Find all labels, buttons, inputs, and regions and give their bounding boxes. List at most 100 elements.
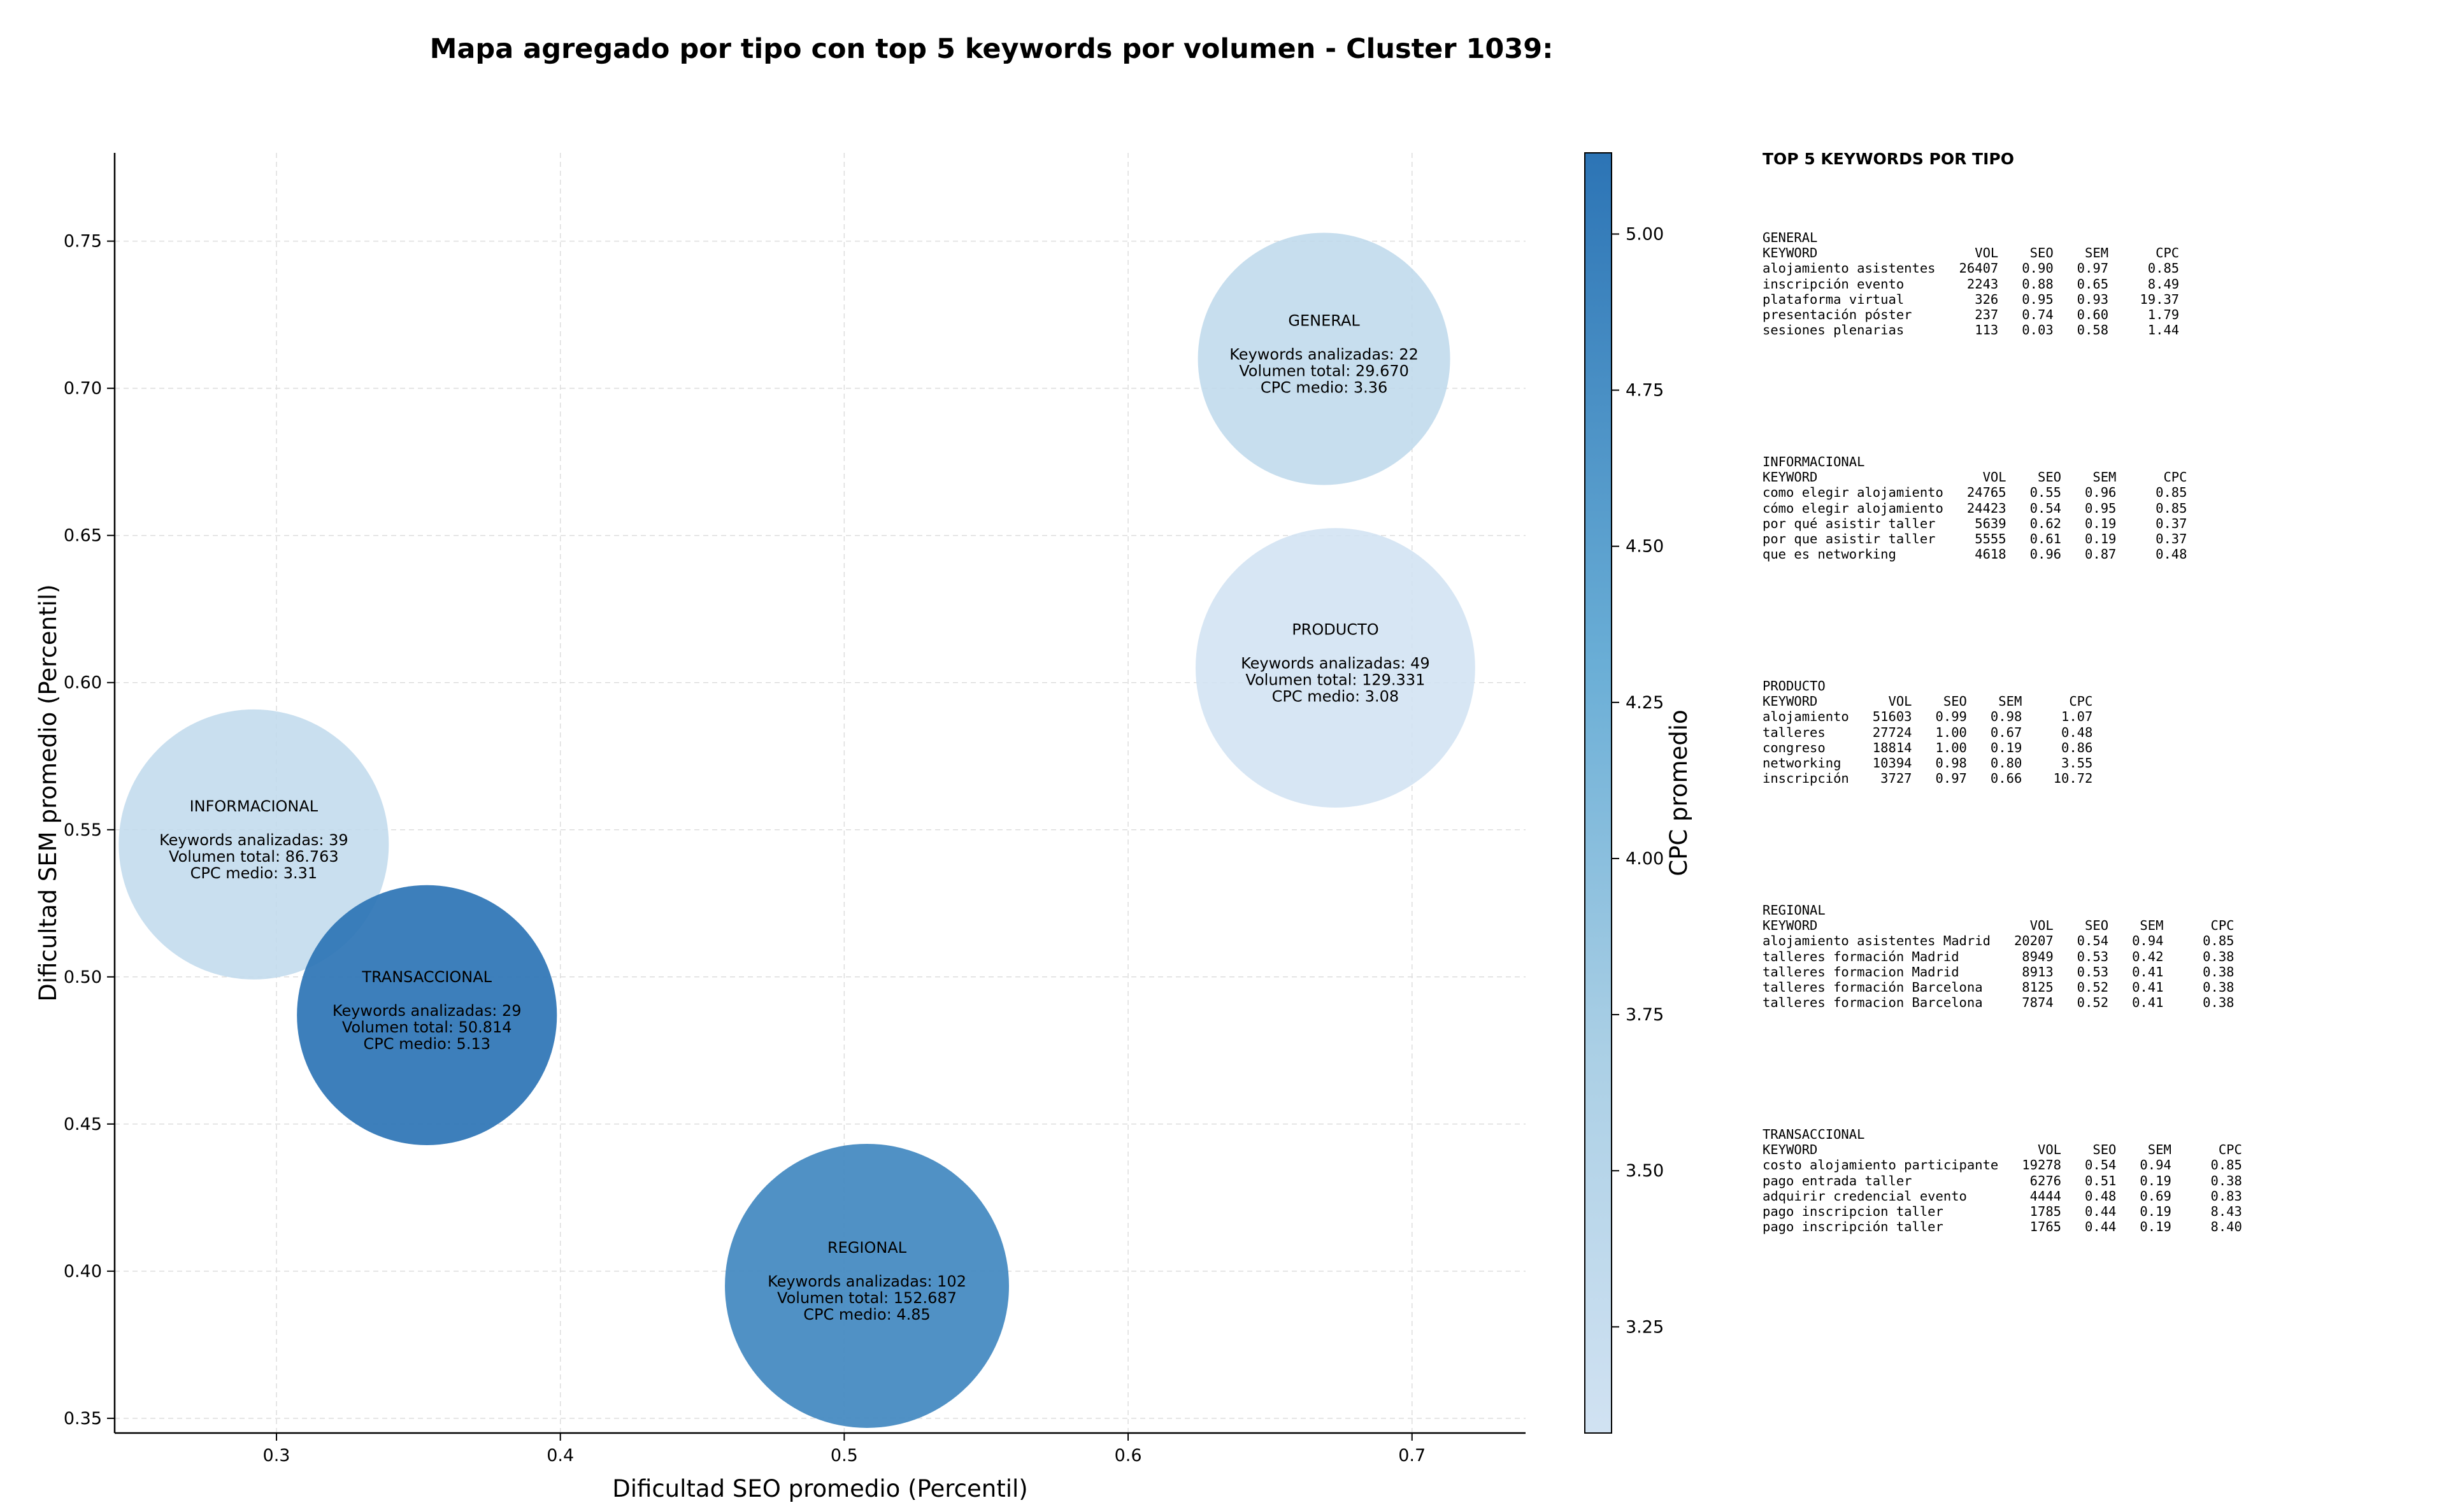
y-tick-label: 0.50: [64, 967, 102, 987]
keyword-table-heading: GENERAL: [1763, 230, 1818, 245]
bubble-type-label: TRANSACCIONAL: [361, 968, 492, 986]
colorbar-tick-label: 4.25: [1626, 693, 1664, 713]
y-tick-label: 0.35: [64, 1409, 102, 1429]
y-tick-label: 0.45: [64, 1115, 102, 1134]
y-tick-label: 0.40: [64, 1262, 102, 1281]
keyword-table-row: por que asistir taller 5555 0.61 0.19 0.…: [1763, 531, 2187, 547]
colorbar-tick-label: 3.50: [1626, 1161, 1664, 1181]
keyword-table-heading: REGIONAL: [1763, 902, 1826, 918]
bubble-stat-label: Keywords analizadas: 39: [159, 831, 348, 849]
keyword-table-row: talleres 27724 1.00 0.67 0.48: [1763, 724, 2093, 740]
colorbar-tick-label: 4.00: [1626, 849, 1664, 869]
y-tick-label: 0.60: [64, 673, 102, 693]
bubble-stat-label: CPC medio: 3.36: [1261, 378, 1388, 396]
keyword-table-row: inscripción evento 2243 0.88 0.65 8.49: [1763, 276, 2180, 292]
bubble-stat-label: Keywords analizadas: 49: [1241, 655, 1430, 673]
bubble-stat-label: Volumen total: 29.670: [1239, 362, 1409, 380]
keyword-table-row: cómo elegir alojamiento 24423 0.54 0.95 …: [1763, 500, 2187, 516]
chart-title: Mapa agregado por tipo con top 5 keyword…: [429, 33, 1554, 65]
keyword-table-informacional: INFORMACIONAL KEYWORD VOL SEO SEM CPC como…: [1763, 454, 2187, 562]
keyword-table-heading: INFORMACIONAL: [1763, 454, 1865, 469]
x-axis-label: Dificultad SEO promedio (Percentil): [612, 1475, 1027, 1502]
bubble-informacional: INFORMACIONAL Keywords analizadas: 39Volu…: [118, 709, 389, 980]
bubble-transaccional: TRANSACCIONAL Keywords analizadas: 29Volu…: [297, 885, 557, 1145]
keyword-table-row: alojamiento asistentes 26407 0.90 0.97 0…: [1763, 260, 2180, 276]
bubble-type-label: INFORMACIONAL: [190, 797, 318, 815]
colorbar-tick-label: 3.25: [1626, 1317, 1664, 1337]
bubble-stat-label: CPC medio: 3.31: [190, 864, 318, 882]
x-tick-label: 0.5: [831, 1446, 858, 1466]
top-keywords-panel: TOP 5 KEYWORDS POR TIPO GENERAL KEYWORD V…: [1763, 150, 2438, 1487]
bubble-stat-label: CPC medio: 3.08: [1272, 688, 1399, 706]
keyword-table-row: adquirir credencial evento 4444 0.48 0.6…: [1763, 1188, 2242, 1204]
bubble-type-label: PRODUCTO: [1292, 621, 1378, 639]
bubble-stat-label: CPC medio: 5.13: [363, 1035, 490, 1053]
keyword-table-row: presentación póster 237 0.74 0.60 1.79: [1763, 307, 2180, 323]
keyword-table-row: como elegir alojamiento 24765 0.55 0.96 …: [1763, 485, 2187, 501]
bubble-stat-label: Keywords analizadas: 22: [1229, 345, 1419, 363]
keyword-table-general: GENERAL KEYWORD VOL SEO SEM CPC alojamient…: [1763, 230, 2179, 338]
bubble-type-label: REGIONAL: [827, 1239, 907, 1257]
colorbar-label: CPC promedio: [1665, 710, 1692, 876]
colorbar-gradient: [1584, 152, 1612, 1434]
bubble-circle: [725, 1143, 1010, 1428]
bubble-regional: REGIONAL Keywords analizadas: 102Volumen …: [725, 1143, 1010, 1428]
keyword-table-row: pago inscripción taller 1765 0.44 0.19 8…: [1763, 1219, 2242, 1235]
keyword-table-transaccional: TRANSACCIONAL KEYWORD VOL SEO SEM CPC cost…: [1763, 1127, 2242, 1234]
bubble-stat-label: Volumen total: 129.331: [1245, 671, 1425, 689]
keyword-table-row: pago entrada taller 6276 0.51 0.19 0.38: [1763, 1173, 2242, 1188]
keyword-table-row: que es networking 4618 0.96 0.87 0.48: [1763, 546, 2187, 562]
bubble-stat-label: Volumen total: 152.687: [777, 1289, 957, 1307]
keyword-table-row: sesiones plenarias 113 0.03 0.58 1.44: [1763, 322, 2180, 338]
keyword-table-row: inscripción 3727 0.97 0.66 10.72: [1763, 771, 2093, 787]
keyword-table-row: talleres formacion Madrid 8913 0.53 0.41…: [1763, 964, 2235, 980]
bubble-stat-label: Volumen total: 50.814: [342, 1018, 512, 1036]
colorbar-tick-label: 3.75: [1626, 1005, 1664, 1025]
bubble-circle: [297, 885, 557, 1145]
x-tick-label: 0.4: [547, 1446, 574, 1466]
keyword-table-row: talleres formacion Barcelona 7874 0.52 0…: [1763, 995, 2235, 1011]
bubble-stat-label: Keywords analizadas: 102: [768, 1273, 966, 1290]
colorbar-tick-label: 4.50: [1626, 537, 1664, 557]
y-tick-label: 0.70: [64, 379, 102, 399]
axes: 0.3 0.4 0.5 0.6 0.7 0.35 0.40 0.45 0.50 0.55 0.60 0…: [34, 153, 1526, 1502]
bubble-stat-label: Volumen total: 86.763: [169, 848, 339, 866]
keyword-table-heading: PRODUCTO: [1763, 678, 1826, 694]
keyword-table-regional: REGIONAL KEYWORD VOL SEO SEM CPC alojamien…: [1763, 902, 2235, 1010]
colorbar-tick-label: 5.00: [1626, 224, 1664, 244]
keyword-table-row: pago inscripcion taller 1785 0.44 0.19 8…: [1763, 1204, 2242, 1220]
y-tick-label: 0.55: [64, 820, 102, 840]
keyword-table-header-row: KEYWORD VOL SEO SEM CPC: [1763, 918, 2235, 934]
bubble-type-label: GENERAL: [1288, 311, 1360, 329]
x-tick-label: 0.7: [1398, 1446, 1426, 1466]
keyword-table-header-row: KEYWORD VOL SEO SEM CPC: [1763, 694, 2093, 710]
bubble-stat-label: CPC medio: 4.85: [803, 1306, 931, 1323]
keyword-table-row: talleres formación Barcelona 8125 0.52 0…: [1763, 980, 2235, 995]
x-tick-label: 0.3: [263, 1446, 290, 1466]
keyword-table-heading: TRANSACCIONAL: [1763, 1127, 1865, 1142]
keyword-table-row: costo alojamiento participante 19278 0.5…: [1763, 1157, 2242, 1173]
keyword-table-producto: PRODUCTO KEYWORD VOL SEO SEM CPC alojamien…: [1763, 678, 2092, 786]
colorbar-tick-label: 4.75: [1626, 381, 1664, 401]
bubble-circle: [1198, 232, 1450, 485]
keyword-table-header-row: KEYWORD VOL SEO SEM CPC: [1763, 245, 2180, 261]
keyword-table-row: talleres formación Madrid 8949 0.53 0.42…: [1763, 948, 2235, 964]
y-tick-label: 0.75: [64, 232, 102, 252]
bubble-circle: [1195, 528, 1475, 808]
bubble-circle: [118, 709, 389, 980]
keyword-table-row: por qué asistir taller 5639 0.62 0.19 0.…: [1763, 515, 2187, 531]
y-axis-label: Dificultad SEM promedio (Percentil): [34, 584, 62, 1001]
keyword-table-header-row: KEYWORD VOL SEO SEM CPC: [1763, 469, 2187, 485]
keyword-table-row: congreso 18814 1.00 0.19 0.86: [1763, 739, 2093, 755]
keyword-table-row: alojamiento asistentes Madrid 20207 0.54…: [1763, 933, 2235, 949]
x-tick-label: 0.6: [1115, 1446, 1142, 1466]
y-tick-label: 0.65: [64, 526, 102, 546]
keyword-table-row: alojamiento 51603 0.99 0.98 1.07: [1763, 709, 2093, 725]
bubble-stat-label: Keywords analizadas: 29: [333, 1002, 522, 1020]
top-keywords-title: TOP 5 KEYWORDS POR TIPO: [1763, 150, 2014, 168]
keyword-table-row: plataforma virtual 326 0.95 0.93 19.37: [1763, 291, 2180, 307]
